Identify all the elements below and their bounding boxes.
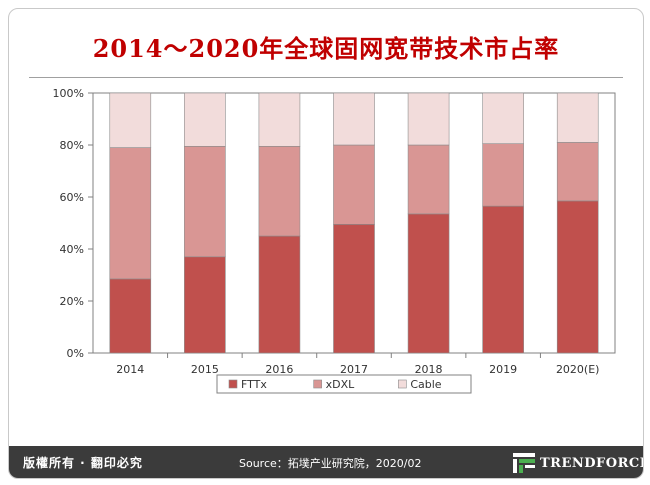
- y-tick-label: 20%: [60, 295, 84, 308]
- legend-label-fttx: FTTx: [241, 378, 267, 391]
- bar-cable: [258, 92, 301, 147]
- bar-xdxl: [407, 144, 450, 215]
- bar-cable: [333, 92, 375, 146]
- bar-xdxl: [482, 143, 524, 207]
- y-tick-label: 0%: [67, 347, 84, 360]
- y-tick-label: 80%: [60, 139, 84, 152]
- legend-label-xdxl: xDXL: [326, 378, 356, 391]
- x-tick-label: 2019: [489, 363, 517, 376]
- bar-cable: [407, 92, 450, 146]
- bar-xdxl: [333, 144, 375, 225]
- bar-fttx: [407, 213, 450, 354]
- x-tick-label: 2020(E): [556, 363, 600, 376]
- bar-cable: [184, 92, 226, 147]
- source-note: Source：拓墣产业研究院，2020/02: [239, 457, 422, 470]
- brand-name: TRENDFORCE: [540, 455, 644, 471]
- chart-title: 2014～2020年全球固网宽带技术市占率: [92, 34, 560, 63]
- bar-cable: [482, 92, 524, 145]
- x-tick-label: 2015: [191, 363, 219, 376]
- bar-xdxl: [258, 146, 301, 237]
- bar-xdxl: [109, 147, 152, 280]
- x-tick-label: 2014: [116, 363, 144, 376]
- bar-cable: [556, 92, 599, 143]
- bar-fttx: [184, 256, 226, 354]
- x-tick-label: 2017: [340, 363, 368, 376]
- x-tick-label: 2018: [415, 363, 443, 376]
- copyright-notice: 版權所有 · 翻印必究: [23, 456, 143, 470]
- legend-swatch-cable: [398, 379, 407, 389]
- legend-label-cable: Cable: [410, 378, 441, 391]
- legend-swatch-fttx: [228, 379, 238, 389]
- bar-fttx: [482, 205, 524, 354]
- chart-card: 2014～2020年全球固网宽带技术市占率 0% 20% 40% 60% 80% 100%…: [8, 8, 644, 479]
- trendforce-logo-icon: [513, 453, 535, 473]
- legend-swatch-xdxl: [313, 379, 322, 389]
- y-tick-label: 40%: [60, 243, 84, 256]
- brand-logo: TRENDFORCE: [513, 452, 644, 474]
- bar-fttx: [556, 200, 599, 354]
- bar-cable: [109, 92, 152, 148]
- bar-fttx: [258, 235, 301, 354]
- bar-xdxl: [556, 142, 599, 202]
- bar-xdxl: [184, 146, 226, 258]
- y-tick-label: 60%: [60, 191, 84, 204]
- footer-bar: 版權所有 · 翻印必究 Source：拓墣产业研究院，2020/02 TREND…: [9, 446, 643, 478]
- legend: [216, 374, 472, 394]
- stacked-bar-chart: 0% 20% 40% 60% 80% 100% 2014 2015 2016 2017 2018 20…: [53, 87, 616, 394]
- bar-fttx: [109, 278, 152, 354]
- title-divider: [29, 77, 623, 78]
- bar-fttx: [333, 224, 375, 354]
- x-tick-label: 2016: [265, 363, 293, 376]
- y-tick-label: 100%: [53, 87, 84, 100]
